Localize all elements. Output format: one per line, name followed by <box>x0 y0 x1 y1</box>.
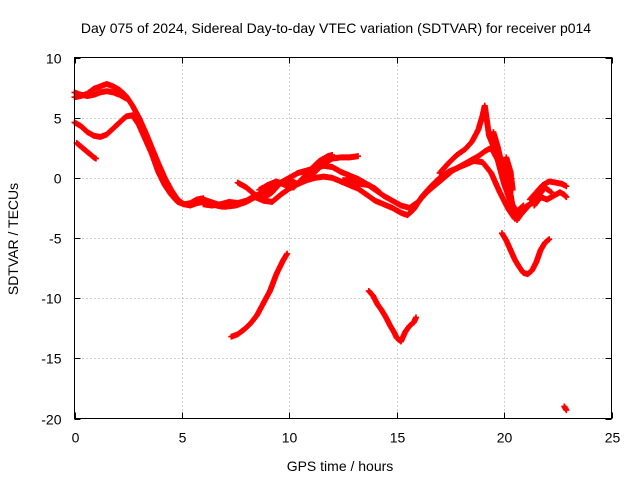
x-tick-label: 0 <box>72 430 80 446</box>
series-day-band-a <box>200 144 527 215</box>
series-dip-2 <box>365 287 420 345</box>
y-tick-label: -10 <box>41 291 61 307</box>
series-day-band-c <box>234 153 362 202</box>
grid-layer <box>74 57 612 419</box>
series-dip-1 <box>228 250 291 340</box>
ticks-layer <box>74 57 613 420</box>
series-dip-3 <box>498 230 553 278</box>
data-point <box>563 183 570 190</box>
x-axis-label: GPS time / hours <box>287 458 394 474</box>
y-tick-label: -15 <box>41 351 61 367</box>
series-late-tail <box>531 189 570 209</box>
series-upper-arc <box>71 80 233 210</box>
data-point <box>546 236 553 243</box>
series-afternoon-hump <box>340 177 383 196</box>
series-late-tail-2 <box>526 178 570 203</box>
x-tick-label: 15 <box>390 430 406 446</box>
data-point <box>329 151 336 158</box>
y-tick-label: 10 <box>46 51 62 67</box>
y-axis-label: SDTVAR / TECUs <box>5 183 21 295</box>
series-outlier <box>561 403 570 414</box>
y-tick-label: 5 <box>54 111 62 127</box>
x-tick-label: 5 <box>179 430 187 446</box>
x-tick-label: 25 <box>605 430 621 446</box>
y-tick-label: -5 <box>49 231 62 247</box>
data-point <box>123 95 130 102</box>
data-points-layer <box>71 80 570 414</box>
data-point <box>509 186 516 193</box>
y-tick-label: -20 <box>41 412 61 428</box>
tick-labels-layer: 0 5 10 15 20 25 -20 -15 -10 -5 0 5 10 <box>41 51 620 446</box>
data-point <box>413 314 420 321</box>
data-point <box>563 407 570 414</box>
data-point <box>284 250 291 257</box>
y-tick-label: 0 <box>54 171 62 187</box>
series-day-band-d <box>256 151 336 193</box>
data-point <box>547 188 554 195</box>
series-mid-arc <box>71 112 207 208</box>
data-point <box>92 155 99 162</box>
series-evening-spikes <box>490 129 516 193</box>
x-tick-label: 10 <box>282 430 298 446</box>
data-point <box>376 189 383 196</box>
chart-title: Day 075 of 2024, Sidereal Day-to-day VTE… <box>81 20 591 36</box>
x-tick-label: 20 <box>497 430 513 446</box>
data-point <box>563 194 570 201</box>
series-early-short <box>73 139 99 162</box>
data-point <box>355 153 362 160</box>
